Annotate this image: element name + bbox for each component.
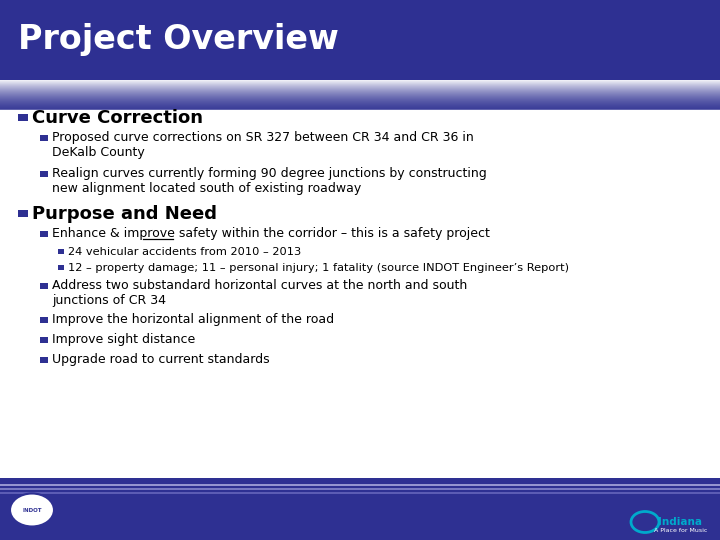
FancyBboxPatch shape [0,91,720,93]
FancyBboxPatch shape [40,356,48,363]
FancyBboxPatch shape [0,100,720,102]
FancyBboxPatch shape [0,488,720,490]
FancyBboxPatch shape [0,94,720,96]
Text: Indiana: Indiana [658,517,702,527]
FancyBboxPatch shape [0,107,720,109]
FancyBboxPatch shape [0,483,720,485]
Text: Curve Correction: Curve Correction [32,109,203,126]
FancyBboxPatch shape [0,101,720,103]
FancyBboxPatch shape [0,478,720,480]
Circle shape [10,494,54,526]
Text: 12 – property damage; 11 – personal injury; 1 fatality (source INDOT Engineer’s : 12 – property damage; 11 – personal inju… [68,262,569,273]
FancyBboxPatch shape [58,265,64,270]
FancyBboxPatch shape [0,95,720,97]
FancyBboxPatch shape [40,231,48,237]
FancyBboxPatch shape [58,249,64,254]
FancyBboxPatch shape [0,97,720,99]
FancyBboxPatch shape [0,98,720,100]
FancyBboxPatch shape [0,83,720,85]
FancyBboxPatch shape [0,85,720,87]
FancyBboxPatch shape [0,0,720,80]
FancyBboxPatch shape [0,108,720,110]
Text: Enhance & improve safety within the corridor – this is a safety project: Enhance & improve safety within the corr… [52,227,490,240]
Text: Improve the horizontal alignment of the road: Improve the horizontal alignment of the … [52,313,334,326]
Text: Upgrade road to current standards: Upgrade road to current standards [52,353,269,366]
FancyBboxPatch shape [40,282,48,288]
FancyBboxPatch shape [0,102,720,104]
FancyBboxPatch shape [0,495,720,497]
FancyBboxPatch shape [0,478,720,540]
FancyBboxPatch shape [0,105,720,107]
FancyBboxPatch shape [0,84,720,86]
FancyBboxPatch shape [0,96,720,98]
FancyBboxPatch shape [0,497,720,500]
FancyBboxPatch shape [0,494,720,496]
FancyBboxPatch shape [18,114,28,122]
FancyBboxPatch shape [0,88,720,90]
Text: DeKalb County: DeKalb County [52,146,145,159]
Text: junctions of CR 34: junctions of CR 34 [52,294,166,307]
FancyBboxPatch shape [0,496,720,498]
Text: 24 vehicular accidents from 2010 – 2013: 24 vehicular accidents from 2010 – 2013 [68,247,301,256]
Text: A Place for Music: A Place for Music [654,528,707,532]
FancyBboxPatch shape [0,481,720,483]
FancyBboxPatch shape [40,171,48,177]
FancyBboxPatch shape [0,482,720,484]
FancyBboxPatch shape [0,500,720,502]
FancyBboxPatch shape [0,103,720,105]
Text: Proposed curve corrections on SR 327 between CR 34 and CR 36 in: Proposed curve corrections on SR 327 bet… [52,131,474,144]
FancyBboxPatch shape [0,99,720,100]
FancyBboxPatch shape [0,90,720,92]
FancyBboxPatch shape [0,89,720,91]
FancyBboxPatch shape [0,480,720,482]
FancyBboxPatch shape [0,487,720,489]
Text: new alignment located south of existing roadway: new alignment located south of existing … [52,182,361,195]
FancyBboxPatch shape [0,493,720,495]
Text: Improve sight distance: Improve sight distance [52,333,195,346]
FancyBboxPatch shape [0,82,720,84]
FancyBboxPatch shape [0,485,720,488]
FancyBboxPatch shape [40,134,48,140]
FancyBboxPatch shape [0,491,720,494]
Text: Project Overview: Project Overview [18,23,339,57]
FancyBboxPatch shape [0,104,720,106]
FancyBboxPatch shape [0,490,720,492]
FancyBboxPatch shape [0,484,720,486]
Text: INDOT: INDOT [22,508,42,512]
FancyBboxPatch shape [40,336,48,342]
FancyBboxPatch shape [0,82,720,83]
FancyBboxPatch shape [0,87,720,89]
FancyBboxPatch shape [0,86,720,88]
FancyBboxPatch shape [0,499,720,501]
Text: Address two substandard horizontal curves at the north and south: Address two substandard horizontal curve… [52,279,467,292]
Text: Realign curves currently forming 90 degree junctions by constructing: Realign curves currently forming 90 degr… [52,167,487,180]
FancyBboxPatch shape [0,92,720,94]
FancyBboxPatch shape [0,93,720,95]
FancyBboxPatch shape [40,316,48,322]
FancyBboxPatch shape [0,106,720,107]
Text: Purpose and Need: Purpose and Need [32,205,217,222]
FancyBboxPatch shape [0,489,720,491]
FancyBboxPatch shape [18,210,28,218]
